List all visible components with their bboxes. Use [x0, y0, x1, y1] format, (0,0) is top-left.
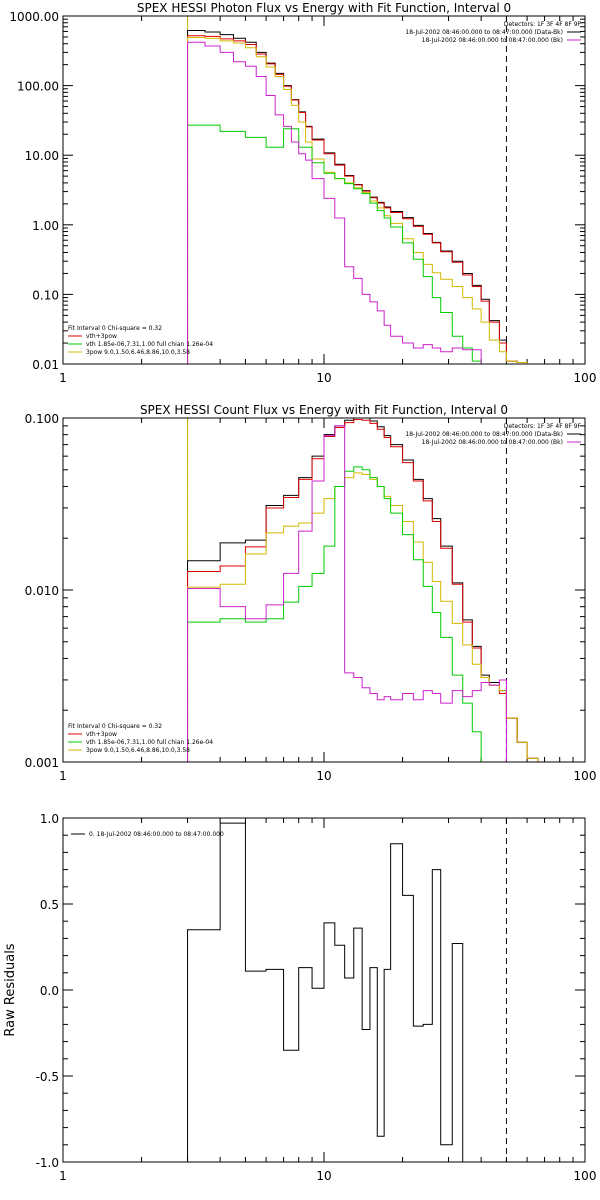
- series-line-1: [187, 29, 528, 364]
- series-line-3: [187, 37, 528, 364]
- plot-frame: [62, 417, 586, 763]
- x-tick-label: 10: [316, 769, 331, 783]
- y-tick-label: 0.10: [32, 288, 59, 302]
- series-group: [187, 29, 528, 364]
- y-tick-label: 0.5: [40, 898, 59, 912]
- series-group: [187, 418, 539, 762]
- legend-entry: 3pow 9.0,1.50,6.46,8.86,10.0,3.58: [86, 747, 190, 754]
- x-tick-label: 100: [574, 1169, 597, 1183]
- chart-title: SPEX HESSI Count Flux vs Energy with Fit…: [140, 403, 508, 417]
- chart-panel-2: SPEX HESSI Count Flux vs Energy with Fit…: [25, 403, 597, 783]
- legend-entry: 18-Jul-2002 08:46:00.000 to 08:47:00.000…: [405, 431, 563, 438]
- y-tick-label: 0.100: [25, 412, 59, 426]
- series-line-2: [187, 35, 528, 364]
- series-line-5: [187, 41, 482, 364]
- y-tick-label: 0.001: [25, 756, 59, 770]
- y-tick-label: 0.0: [40, 984, 59, 998]
- y-tick-label: -1.0: [36, 1156, 59, 1170]
- x-tick-label: 10: [316, 1169, 331, 1183]
- x-tick-label: 1: [59, 1169, 67, 1183]
- x-tick-label: 100: [574, 769, 597, 783]
- legend-detectors: Detectors: 1F 3F 4F 8F 9F: [504, 423, 582, 430]
- legend-entry: 18-Jul-2002 08:46:00.000 to 08:47:00.000…: [422, 439, 563, 446]
- series-line-2: [187, 419, 539, 762]
- y-tick-label: 1.0: [40, 812, 59, 826]
- legend-entry: 18-Jul-2002 08:46:00.000 to 08:47:00.000…: [422, 37, 563, 44]
- series-line-5: [187, 425, 507, 762]
- legend-fit-header: Fit Interval 0 Chi-square = 0.32: [68, 325, 162, 332]
- y-tick-label: 100.00: [17, 80, 59, 94]
- x-tick-label: 10: [316, 371, 331, 385]
- legend-fit-header: Fit Interval 0 Chi-square = 0.32: [68, 723, 162, 730]
- y-tick-label: 1000.00: [9, 10, 59, 24]
- series-line-1: [187, 822, 464, 1162]
- legend-entry: vth+3pow: [86, 731, 117, 738]
- legend-entry: vth 1.85e-06,7.31,1.00 full chian 1.26e-…: [86, 739, 213, 746]
- plot-frame: [62, 817, 586, 1163]
- x-tick-label: 1: [59, 371, 67, 385]
- legend-entry: 3pow 9.0,1.50,6.46,8.86,10.0,3.58: [86, 349, 190, 356]
- series-line-4: [187, 124, 482, 364]
- x-tick-label: 1: [59, 769, 67, 783]
- chart-panel-3: Raw Residuals 1 10 100 -1.0 -0.5 0.0 0.5 1.0 0. 1…: [3, 812, 596, 1183]
- legend-entry: vth+3pow: [86, 333, 117, 340]
- series-group: [187, 822, 464, 1162]
- series-line-3: [187, 472, 539, 762]
- y-axis-label: Raw Residuals: [3, 943, 18, 1036]
- series-line-1: [187, 418, 539, 762]
- y-tick-label: 10.00: [25, 149, 59, 163]
- legend-entry: 18-Jul-2002 08:46:00.000 to 08:47:00.000…: [405, 29, 563, 36]
- y-tick-label: 0.010: [25, 584, 59, 598]
- chart-title: SPEX HESSI Photon Flux vs Energy with Fi…: [137, 1, 511, 15]
- legend-entry: 0. 18-Jul-2002 08:46:00.000 to 08:47:00.…: [89, 831, 224, 838]
- y-tick-label: -0.5: [36, 1070, 59, 1084]
- legend-detectors: Detectors: 1F 3F 4F 8F 9F: [504, 21, 582, 28]
- x-tick-label: 100: [574, 371, 597, 385]
- series-line-4: [187, 466, 482, 762]
- y-tick-label: 0.01: [32, 358, 59, 372]
- legend-entry: vth 1.85e-06,7.31,1.00 full chian 1.26e-…: [86, 341, 213, 348]
- y-tick-label: 1.00: [32, 219, 59, 233]
- plot-frame: [62, 15, 586, 365]
- chart-panel-1: SPEX HESSI Photon Flux vs Energy with Fi…: [9, 1, 596, 385]
